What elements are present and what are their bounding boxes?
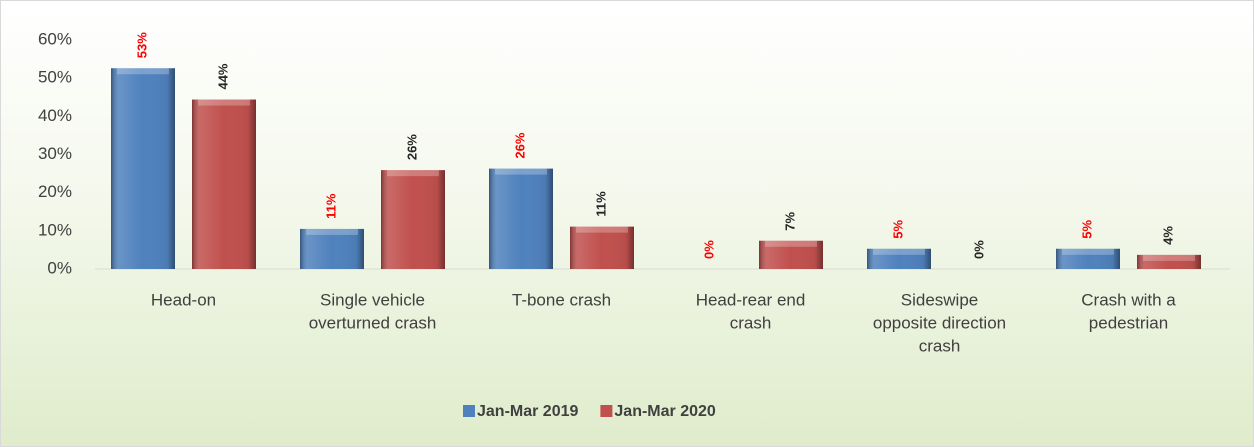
- bar-bevel: [576, 226, 628, 233]
- data-label: 11%: [593, 191, 608, 217]
- bar-bevel: [495, 168, 547, 175]
- bar-shade: [111, 68, 175, 269]
- bar-shade: [489, 168, 553, 269]
- data-label: 0%: [971, 240, 986, 259]
- data-label: 0%: [701, 240, 716, 259]
- x-tick-label: Single vehicle: [320, 290, 425, 309]
- legend-label: Jan-Mar 2020: [614, 403, 715, 420]
- data-label: 11%: [323, 193, 338, 219]
- bar-shade: [1056, 248, 1120, 269]
- x-tick-label: pedestrian: [1089, 313, 1168, 332]
- data-label: 26%: [512, 132, 527, 158]
- x-tick-label: Head-on: [151, 290, 216, 309]
- y-tick-label: 0%: [47, 258, 72, 277]
- bar-bevel: [117, 68, 169, 75]
- legend-swatch: [463, 405, 475, 417]
- x-tick-label: Crash with a: [1081, 290, 1176, 309]
- data-label: 5%: [1079, 220, 1094, 239]
- data-label: 44%: [215, 63, 230, 89]
- legend-swatch: [600, 405, 613, 417]
- bar-bevel: [1062, 248, 1114, 255]
- bar-bevel: [873, 248, 925, 255]
- bar-shade: [192, 99, 256, 269]
- legend-label: Jan-Mar 2019: [477, 403, 578, 420]
- bar-shade: [759, 240, 823, 269]
- data-label: 53%: [134, 32, 149, 58]
- y-tick-label: 10%: [38, 220, 72, 239]
- bar-bevel: [387, 170, 439, 177]
- bar-shade: [381, 170, 445, 269]
- bar-bevel: [198, 99, 250, 106]
- bar-shade: [570, 226, 634, 269]
- y-tick-label: 30%: [38, 144, 72, 163]
- x-tick-label: Head-rear end: [696, 290, 806, 309]
- x-tick-label: Sideswipe: [901, 290, 979, 309]
- bar-bevel: [306, 228, 358, 235]
- x-tick-label: T-bone crash: [512, 290, 611, 309]
- data-label: 7%: [782, 212, 797, 231]
- y-tick-label: 20%: [38, 182, 72, 201]
- x-tick-label: opposite direction: [873, 313, 1006, 332]
- bar-bevel: [1143, 254, 1195, 261]
- data-label: 4%: [1160, 226, 1175, 245]
- data-label: 26%: [404, 134, 419, 160]
- y-tick-label: 60%: [38, 29, 72, 48]
- bar-shade: [300, 228, 364, 269]
- bar-shade: [1137, 254, 1201, 269]
- x-tick-label: overturned crash: [309, 313, 437, 332]
- x-tick-label: crash: [919, 336, 961, 355]
- data-label: 5%: [890, 220, 905, 239]
- bar-shade: [867, 248, 931, 269]
- bar-bevel: [765, 240, 817, 247]
- x-tick-label: crash: [730, 313, 772, 332]
- y-tick-label: 50%: [38, 68, 72, 87]
- y-tick-label: 40%: [38, 106, 72, 125]
